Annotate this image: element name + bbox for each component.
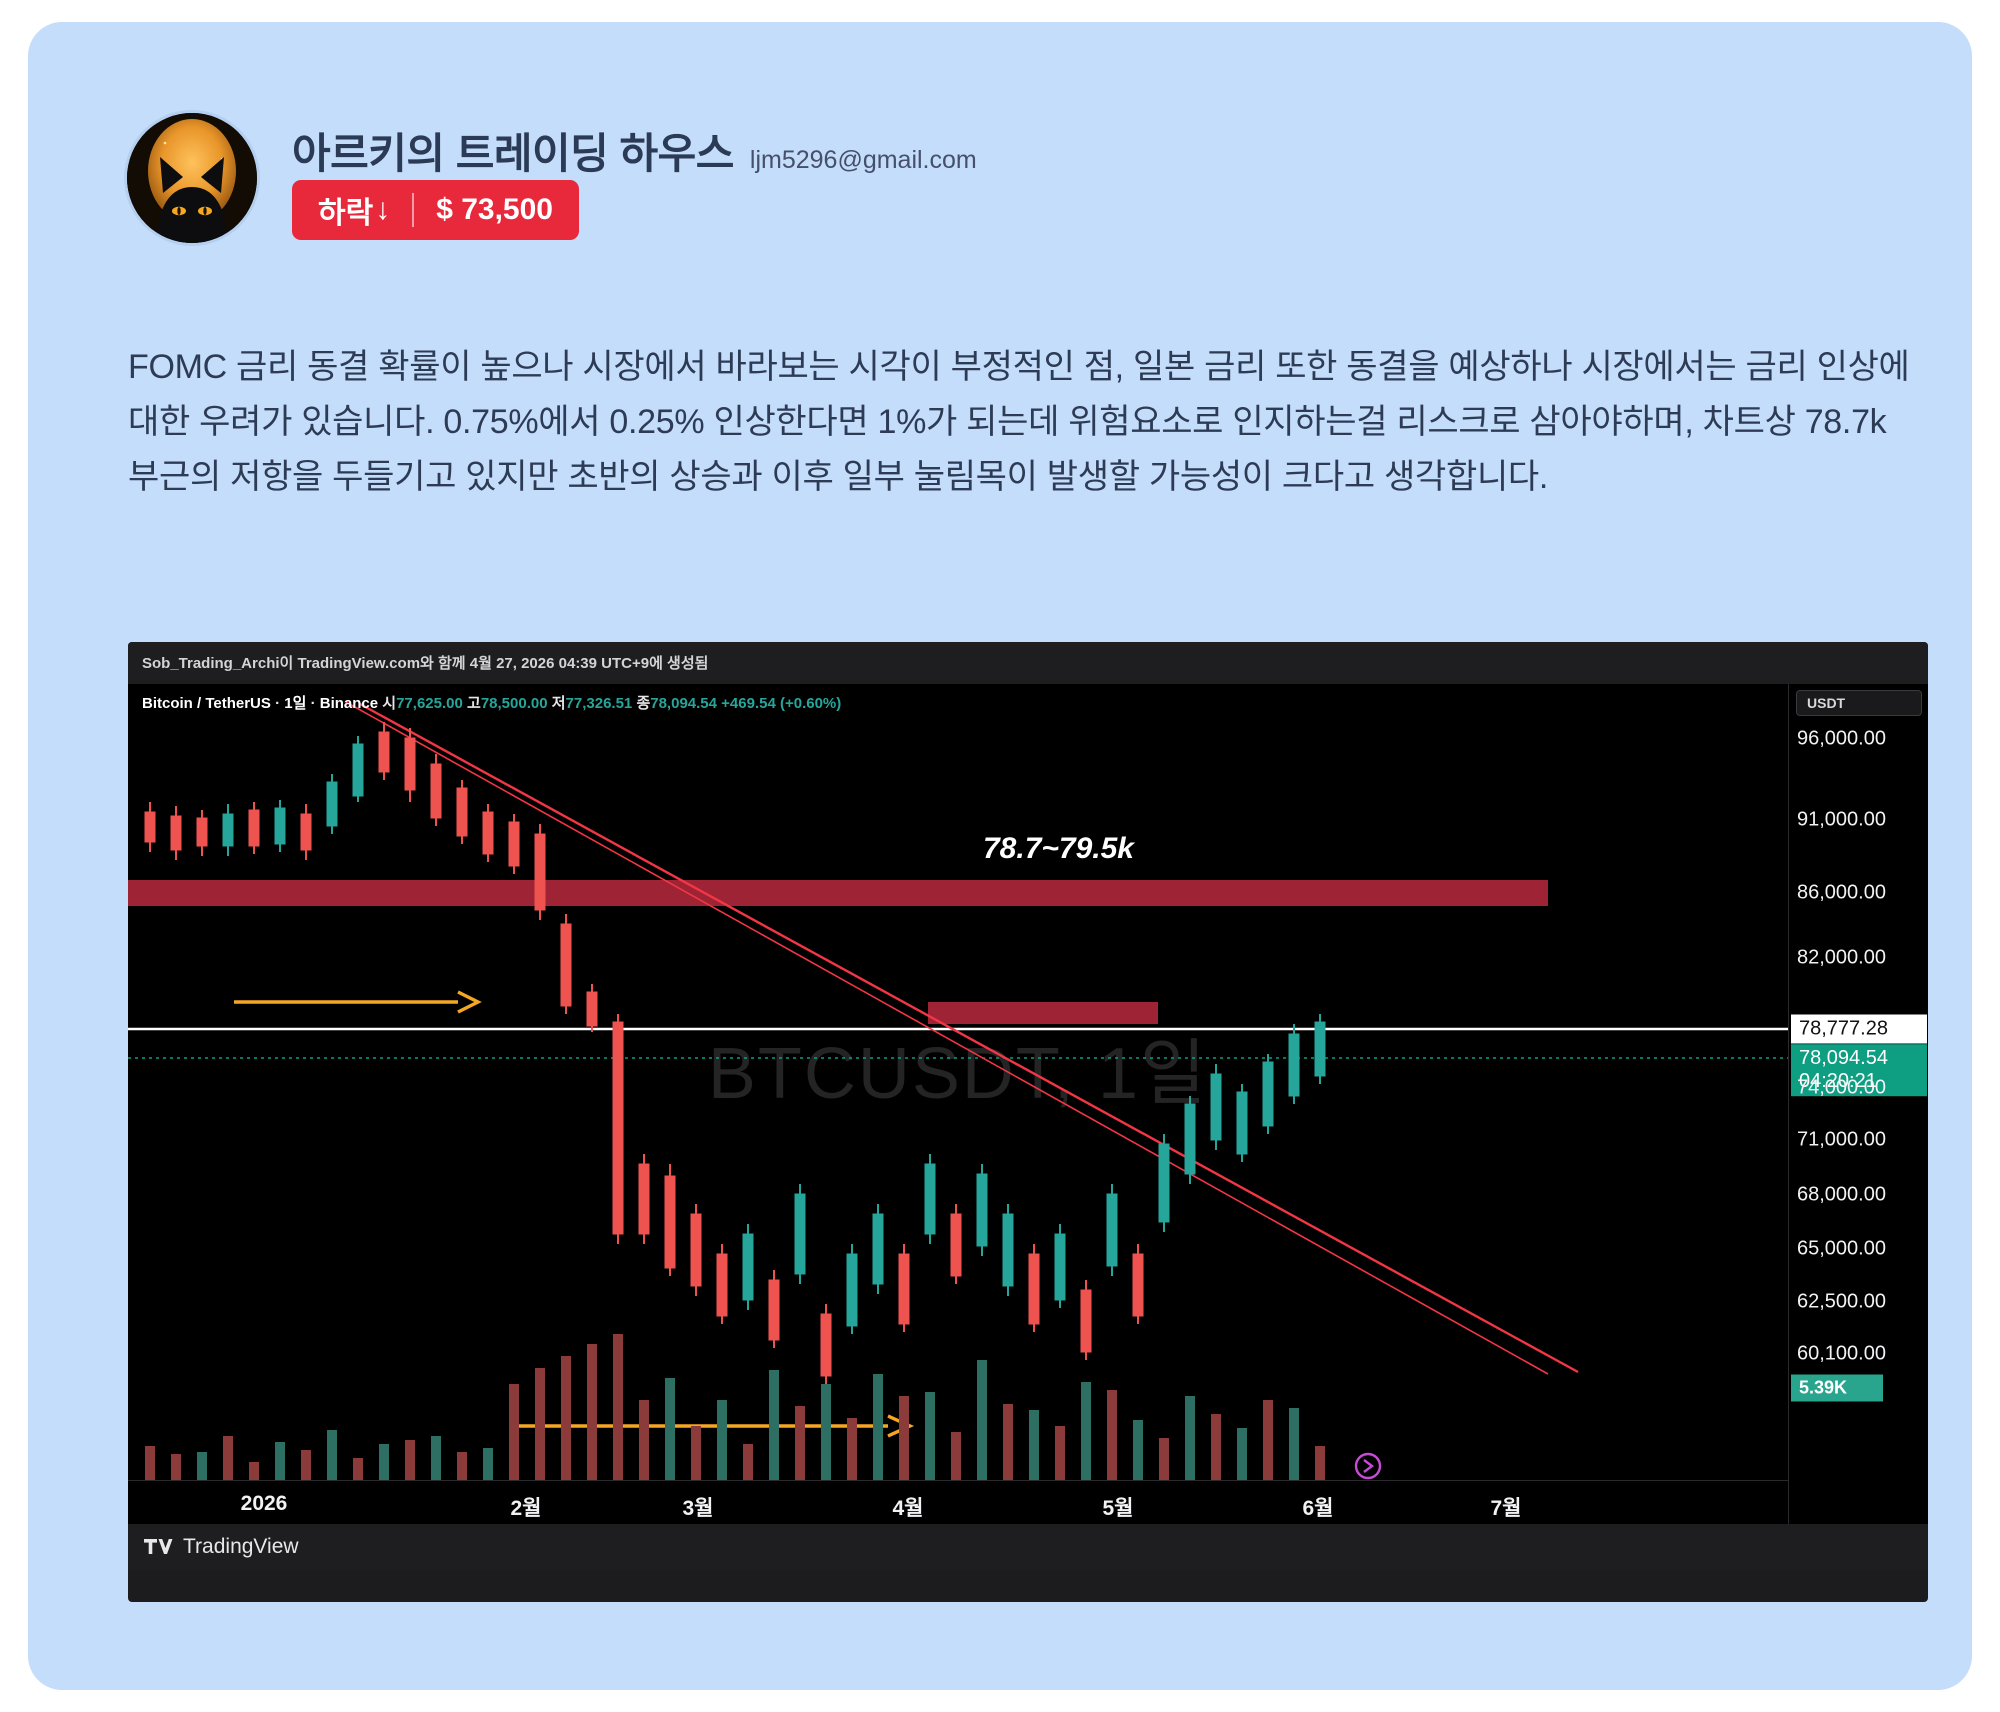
chart-footer: TradingView [128,1524,1928,1570]
y-tick-74000: 74,000.00 [1797,1076,1886,1099]
author-row: 아르키의 트레이딩 하우스 ljm5296@gmail.com [292,120,977,181]
last-price-tag: 78,094.54 04:20:21 [1791,1044,1927,1096]
ohlc-open: 77,625.00 [396,695,463,712]
price-tag-line: 78,777.28 [1791,1014,1927,1044]
y-tick-68000: 68,000.00 [1797,1183,1886,1206]
volume-histogram [145,1334,1325,1504]
x-tick-jun: 6월 [1302,1497,1334,1520]
badge-direction-label: 하락 [318,197,374,230]
bar-countdown: 04:20:21 [1799,1070,1877,1092]
ohlc-change: +469.54 [721,695,776,712]
price-scale[interactable]: USDT 96,000.00 91,000.00 86,000.00 82,00… [1788,684,1928,1524]
ohlc-close: 78,094.54 [650,695,717,712]
ohlc-low-label: 저 [551,695,566,712]
y-tick-86000: 86,000.00 [1797,881,1886,904]
x-tick-mar: 3월 [682,1497,714,1520]
y-tick-65000: 65,000.00 [1797,1237,1886,1260]
ohlc-low: 77,326.51 [565,695,633,712]
y-tick-96000: 96,000.00 [1797,727,1886,750]
arrow-down-icon: ↓ [375,193,391,226]
trendline-primary [359,702,1579,1374]
x-tick-apr: 4월 [892,1497,924,1520]
currency-chip[interactable]: USDT [1796,690,1922,716]
badge-price: $ 73,500 [436,193,553,226]
resistance-zone-near [928,1002,1158,1024]
resistance-annotation: 78.7~79.5k [983,832,1134,865]
volume-tag: 5.39K [1791,1374,1883,1402]
arrow-head-lower [887,1414,915,1438]
chart-exchange: Binance [319,695,379,712]
post-card: 아르키의 트레이딩 하우스 ljm5296@gmail.com 하락 ↓ $ 7… [28,22,1972,1690]
black-cat-moon-avatar-icon [127,113,257,243]
tradingview-logo-icon [144,1539,173,1554]
chart-topbar: Sob_Trading_Archi이 TradingView.com와 함께 4… [128,642,1928,684]
ohlc-dot-2: · [310,695,320,712]
last-price-value: 78,094.54 [1799,1047,1888,1070]
author-email: ljm5296@gmail.com [749,146,977,174]
chart-symbol: Bitcoin / TetherUS [142,695,271,712]
x-tick-jul: 7월 [1490,1497,1522,1520]
x-tick-feb: 2월 [510,1497,542,1520]
badge-direction: 하락 ↓ [318,188,390,232]
chart-interval: 1일 [284,695,307,712]
candlestick-series [144,722,1326,1384]
y-tick-71000: 71,000.00 [1797,1128,1886,1151]
arrow-head-upper [457,990,482,1014]
resistance-zone-major [128,880,1548,906]
y-tick-62500: 62,500.00 [1797,1290,1886,1313]
y-tick-60100: 60,100.00 [1797,1342,1886,1365]
y-tick-91000: 91,000.00 [1797,808,1886,831]
time-scale[interactable]: 2026 2월 3월 4월 5월 6월 7월 [128,1480,1788,1524]
ohlc-legend: Bitcoin / TetherUS · 1일 · Binance 시77,62… [142,692,841,713]
tradingview-brand: TradingView [183,1535,299,1558]
author-name: 아르키의 트레이딩 하우스 [292,130,734,177]
ohlc-open-label: 시 [382,695,397,712]
ohlc-close-label: 종 [636,695,651,712]
ohlc-dot-1: · [275,695,285,712]
chart-plot-area[interactable]: BTCUSDT, 1일 [128,684,1788,1524]
status-badge[interactable]: 하락 ↓ $ 73,500 [292,180,579,240]
y-tick-82000: 82,000.00 [1797,946,1886,969]
trendline-secondary [345,701,1549,1375]
chart-watermark: BTCUSDT, 1일 [707,1034,1209,1114]
chart-canvas [128,701,1788,1504]
ohlc-change-pct: (+0.60%) [779,695,842,712]
chart-body[interactable]: Bitcoin / TetherUS · 1일 · Binance 시77,62… [128,684,1928,1524]
ohlc-high: 78,500.00 [480,695,548,712]
x-tick-2026: 2026 [240,1492,288,1515]
post-header: 아르키의 트레이딩 하우스 ljm5296@gmail.com 하락 ↓ $ 7… [102,98,1902,258]
tradingview-chart[interactable]: Sob_Trading_Archi이 TradingView.com와 함께 4… [128,642,1928,1602]
ohlc-high-label: 고 [467,695,481,712]
alert-marker-icon [1354,1452,1382,1480]
chart-credit: Sob_Trading_Archi이 TradingView.com와 함께 4… [142,655,709,672]
post-body-text: FOMC 금리 동결 확률이 높으나 시장에서 바라보는 시각이 부정적인 점,… [128,348,1910,497]
badge-separator [412,193,415,227]
avatar[interactable] [127,113,257,243]
x-tick-may: 5월 [1102,1497,1134,1520]
